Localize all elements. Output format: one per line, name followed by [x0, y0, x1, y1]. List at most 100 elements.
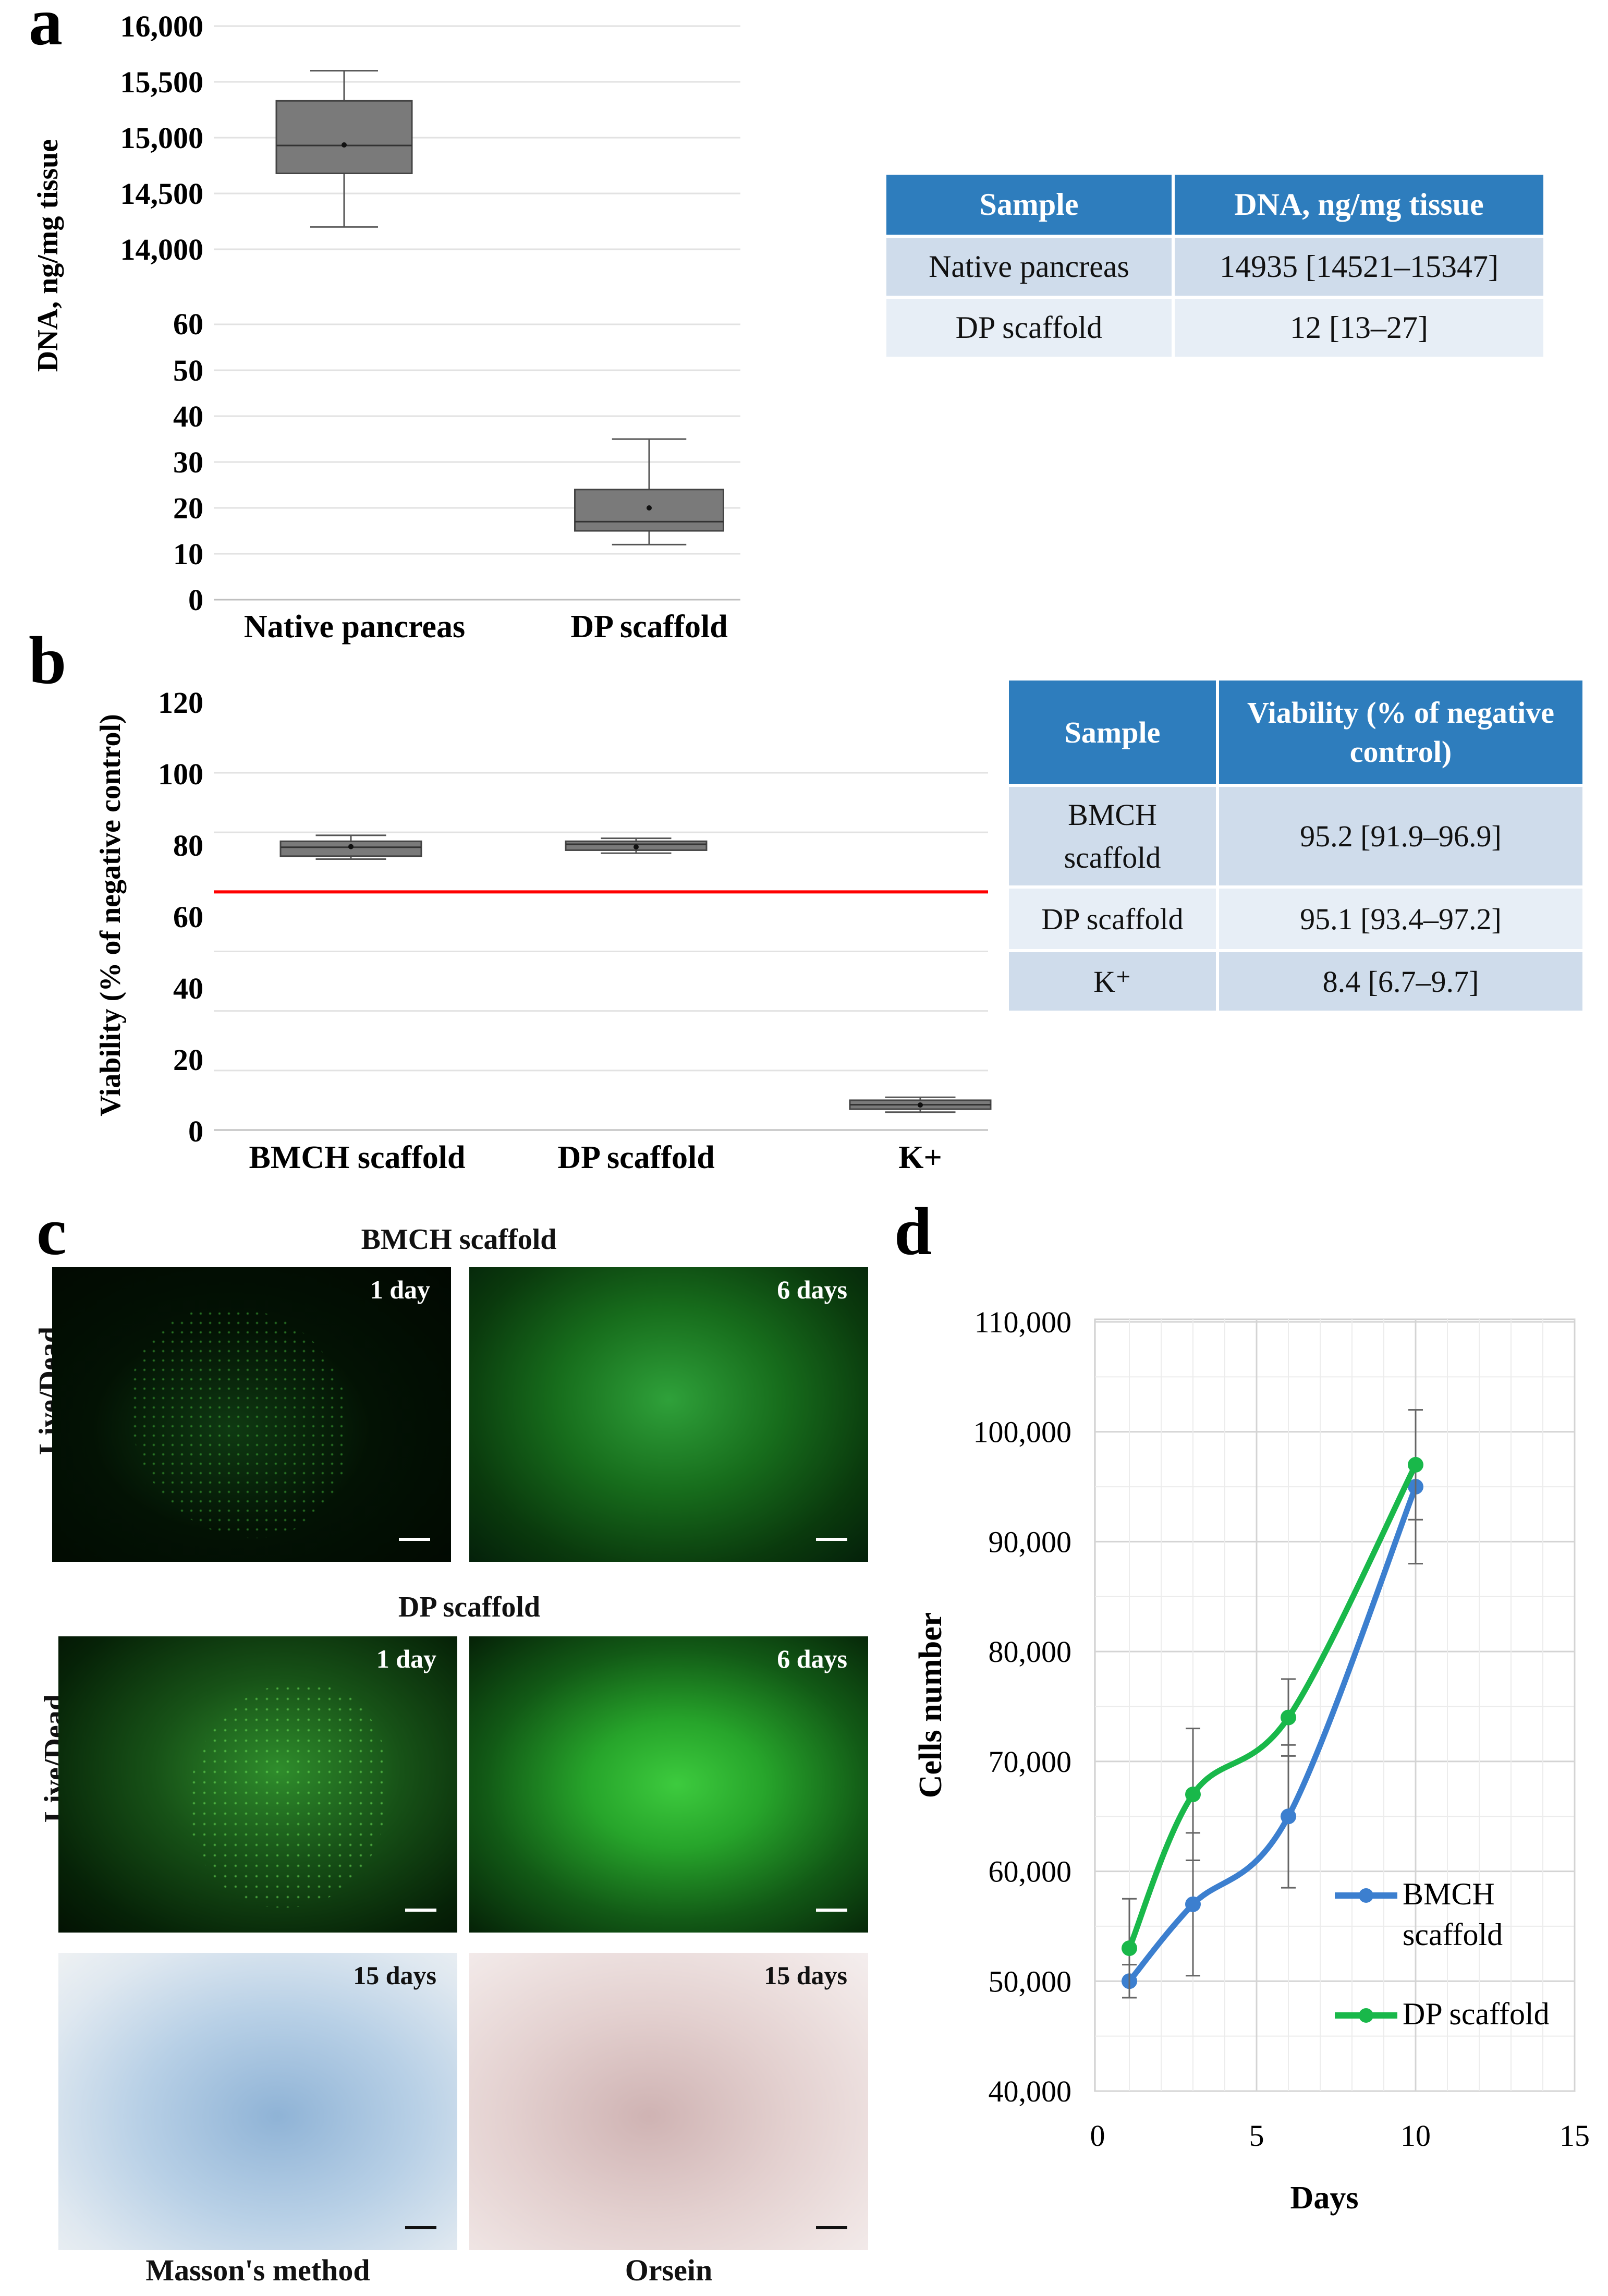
- scale-bar: [816, 1909, 847, 1912]
- panel-c-title-dp: DP scaffold: [398, 1591, 541, 1623]
- y-tick-label: 16,000: [120, 9, 204, 43]
- box-bmch-scaffold: [279, 834, 422, 860]
- data-point-bmch-scaffold: [1281, 1808, 1296, 1825]
- y-tick-label: 50,000: [989, 1964, 1072, 1998]
- y-tick-label: 20: [173, 491, 203, 525]
- table-cell: 14935 [14521–15347]: [1175, 235, 1543, 296]
- y-tick-label: 60: [173, 900, 203, 934]
- micrograph-dp-1day: 1 day: [58, 1636, 457, 1933]
- day-label: 6 days: [777, 1275, 847, 1304]
- x-tick-label: Native pancreas: [244, 609, 465, 645]
- y-tick-label: 0: [188, 1114, 203, 1148]
- data-point-bmch-scaffold: [1185, 1896, 1201, 1912]
- y-tick-label: 100,000: [973, 1415, 1072, 1449]
- y-tick-label: 40: [173, 399, 203, 433]
- y-axis-label: Viability (% of negative control): [94, 714, 127, 1116]
- y-tick-label: 0: [188, 583, 203, 617]
- table-cell: K⁺: [1009, 949, 1219, 1011]
- y-tick-label: 40,000: [989, 2074, 1072, 2108]
- y-tick-label: 30: [173, 445, 203, 479]
- data-point-dp-scaffold: [1408, 1456, 1423, 1473]
- table-cell: 8.4 [6.7–9.7]: [1219, 949, 1582, 1011]
- x-tick-label: 15: [1560, 2119, 1590, 2153]
- day-label: 15 days: [764, 1961, 847, 1990]
- y-tick-label: 50: [173, 354, 203, 387]
- scale-bar: [405, 1909, 436, 1912]
- scale-bar: [816, 2226, 847, 2229]
- micrograph-masson: 15 days: [58, 1953, 457, 2250]
- y-tick-label: 60,000: [989, 1855, 1072, 1889]
- legend-marker-bmch: [1359, 1888, 1373, 1903]
- y-axis-label: Cells number: [913, 1612, 948, 1799]
- y-tick-label: 14,000: [120, 233, 204, 266]
- legend-marker-dp: [1359, 2008, 1373, 2023]
- day-label: 6 days: [777, 1644, 847, 1673]
- x-axis-label: Days: [1290, 2180, 1359, 2216]
- y-tick-label: 110,000: [974, 1305, 1071, 1339]
- y-tick-label: 120: [158, 686, 203, 720]
- x-tick-label: 5: [1249, 2119, 1264, 2153]
- table-b: Sample Viability (% of negative control)…: [1009, 681, 1582, 1011]
- box-native-pancreas: [275, 70, 413, 228]
- table-header: Sample: [886, 175, 1175, 235]
- x-tick-label: BMCH scaffold: [249, 1140, 465, 1175]
- table-header: DNA, ng/mg tissue: [1175, 175, 1543, 235]
- table-cell: 12 [13–27]: [1175, 296, 1543, 357]
- micrograph-bmch-1day: 1 day: [52, 1267, 451, 1562]
- mean-marker: [348, 844, 354, 849]
- table-cell: 95.1 [93.4–97.2]: [1219, 885, 1582, 949]
- y-tick-label: 90,000: [989, 1525, 1072, 1559]
- series-line-dp-scaffold: [1126, 1463, 1418, 1950]
- scale-bar: [399, 1538, 430, 1541]
- y-tick-label: 40: [173, 971, 203, 1005]
- mean-marker: [647, 505, 652, 511]
- y-axis-label: DNA, ng/mg tissue: [32, 139, 64, 372]
- box-dp-scaffold: [565, 837, 708, 854]
- y-tick-label: 60: [173, 307, 203, 341]
- y-tick-label: 80: [173, 829, 203, 862]
- table-cell: 95.2 [91.9–96.9]: [1219, 784, 1582, 885]
- y-tick-label: 15,000: [120, 121, 204, 155]
- mean-marker: [342, 142, 347, 148]
- y-tick-label: 10: [173, 537, 203, 571]
- panel-d-chart: 110,000100,00090,00080,00070,00060,00050…: [913, 1305, 1590, 2216]
- scale-bar: [816, 1538, 847, 1541]
- day-label: 15 days: [353, 1961, 436, 1990]
- panel-letter-d: d: [894, 1194, 932, 1269]
- y-tick-label: 70,000: [989, 1745, 1072, 1779]
- x-tick-label: DP scaffold: [557, 1140, 714, 1175]
- x-tick-label: 10: [1400, 2119, 1431, 2153]
- caption-orsein: Orsein: [625, 2253, 713, 2287]
- micrograph-bmch-6days: 6 days: [469, 1267, 868, 1562]
- micrograph-dp-6days: 6 days: [469, 1636, 868, 1933]
- caption-masson: Masson's method: [145, 2253, 370, 2287]
- day-label: 1 day: [370, 1275, 430, 1304]
- legend: BMCH scaffold DP scaffold: [1335, 1877, 1550, 2031]
- y-tick-label: 15,500: [120, 65, 204, 99]
- x-tick-label: 0: [1090, 2119, 1105, 2153]
- panel-letter-c: c: [36, 1194, 67, 1269]
- series-line-bmch-scaffold: [1127, 1486, 1419, 1983]
- data-point-dp-scaffold: [1281, 1709, 1296, 1726]
- panel-a-chart: 16,000 15,500 15,000 14,500 14,000 60 50…: [32, 9, 740, 645]
- data-point-dp-scaffold: [1122, 1940, 1137, 1957]
- x-tick-label: DP scaffold: [570, 609, 727, 645]
- x-tick-label: K+: [898, 1140, 942, 1175]
- micrograph-orsein: 15 days: [469, 1953, 868, 2250]
- legend-label-bmch-line2: scaffold: [1403, 1917, 1503, 1952]
- table-a: Sample DNA, ng/mg tissue Native pancreas…: [886, 175, 1543, 357]
- panel-letter-a: a: [29, 0, 63, 59]
- box-k-: [849, 1096, 992, 1113]
- table-header: Viability (% of negative control): [1219, 681, 1582, 784]
- mean-marker: [918, 1102, 923, 1108]
- panel-b-chart: 120 100 80 60 40 20 0 Viability (% of ne…: [94, 686, 992, 1175]
- y-tick-label: 100: [158, 757, 203, 791]
- table-header: Sample: [1009, 681, 1219, 784]
- mean-marker: [634, 844, 639, 850]
- y-tick-label: 14,500: [120, 177, 204, 211]
- table-cell: DP scaffold: [1009, 885, 1219, 949]
- data-point-dp-scaffold: [1185, 1787, 1201, 1803]
- table-cell: Native pancreas: [886, 235, 1175, 296]
- box-iqr: [275, 100, 413, 174]
